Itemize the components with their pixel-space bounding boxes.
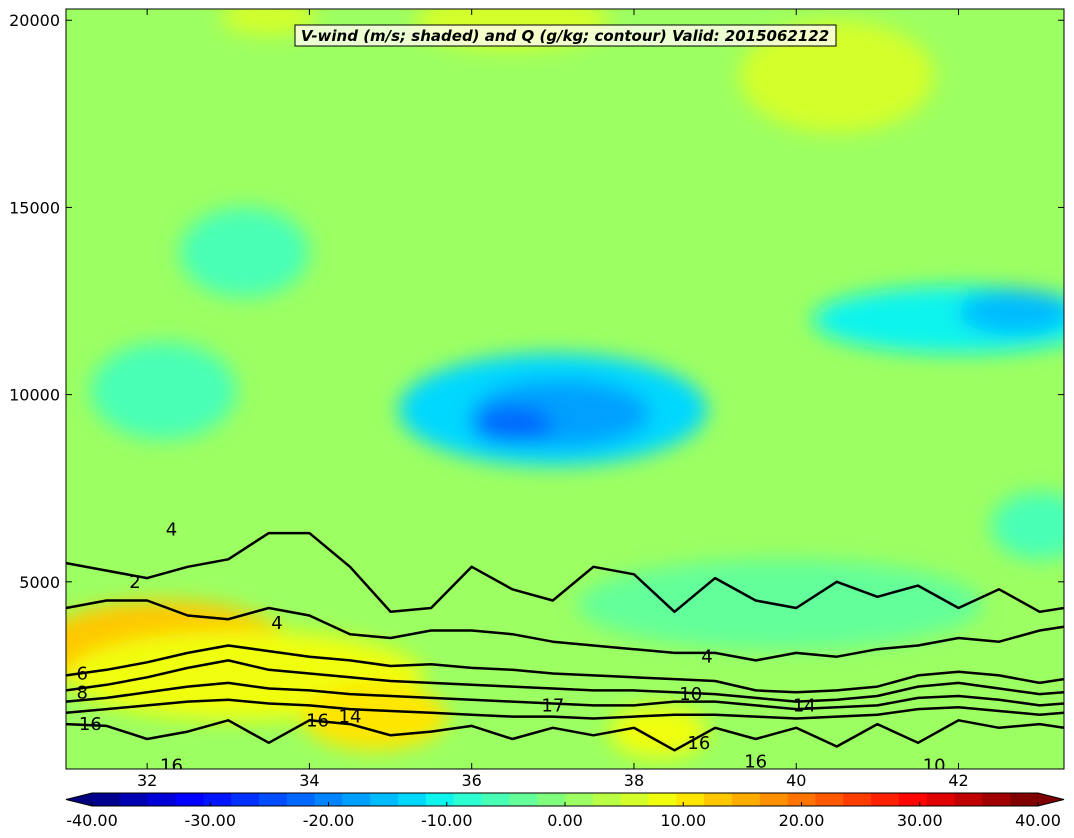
colorbar-swatch-9 [342, 793, 371, 806]
y-tick-label-20000: 20000 [9, 11, 60, 30]
contour-line-10 [66, 681, 1064, 711]
x-axis: 32 34 36 38 40 42 [137, 9, 969, 790]
colorbar-swatch-26 [815, 793, 844, 806]
y-tick-label-10000: 10000 [9, 386, 60, 405]
colorbar-tick-label-6: 20.00 [779, 811, 825, 830]
contour-label-extra-8: 10 [923, 755, 946, 776]
contour-label-extra-3: 17 [541, 695, 564, 716]
contour-label-16: 16 [79, 714, 102, 735]
colorbar-swatch-5 [231, 793, 260, 806]
contour-line-4 [66, 599, 1064, 662]
colorbar-swatch-2 [147, 793, 177, 806]
colorbar-tick-label-2: -20.00 [303, 811, 355, 830]
x-tick-label-34: 34 [299, 771, 319, 790]
x-tick-label-42: 42 [948, 771, 968, 790]
x-tick-label-38: 38 [624, 771, 644, 790]
colorbar-swatch-13 [453, 793, 483, 806]
colorbar-swatch-32 [982, 793, 1011, 806]
contour-line-16 [66, 719, 1064, 752]
contour-label-10: 10 [679, 684, 702, 705]
x-tick-label-40: 40 [786, 771, 806, 790]
colorbar-swatch-17 [565, 793, 594, 806]
colorbar-swatch-16 [537, 793, 566, 806]
shading-feature-2 [471, 405, 553, 444]
contour-label-extra-6: 16 [160, 755, 183, 776]
colorbar-swatch-21 [676, 793, 705, 806]
contour-line-8 [66, 659, 1064, 703]
contour-label-extra-5: 16 [687, 733, 710, 754]
contour-label-6: 6 [77, 664, 88, 685]
colorbar-swatch-33 [1010, 793, 1039, 806]
y-tick-label-15000: 15000 [9, 198, 60, 217]
colorbar-swatch-11 [398, 793, 427, 806]
colorbar-swatch-19 [620, 793, 650, 806]
plot-frame [65, 8, 1065, 770]
colorbar-swatch-14 [481, 793, 510, 806]
colorbar-swatch-31 [954, 793, 983, 806]
contour-label-extra-2: 16 [306, 710, 329, 731]
colorbar-swatch-22 [704, 793, 733, 806]
colorbar-swatch-24 [759, 793, 789, 806]
shading-feature-12 [220, 9, 318, 36]
colorbar-swatch-25 [787, 793, 817, 806]
contour-label-extra-0: 4 [166, 519, 177, 540]
colorbar-swatch-6 [258, 793, 288, 806]
colorbar-swatch-10 [370, 793, 399, 806]
colorbar-swatch-1 [119, 793, 149, 806]
colorbar-extend-min [66, 793, 92, 806]
colorbar-tick-label-7: 30.00 [897, 811, 943, 830]
colorbar: -40.00 -30.00 -20.00 -10.00 0.00 10.00 20.00 30… [65, 792, 1065, 830]
colorbar-swatch-7 [286, 793, 316, 806]
contour-line-14 [66, 698, 1064, 720]
shading-feature-5 [90, 342, 237, 440]
chart-title-group: V-wind (m/s; shaded) and Q (g/kg; contou… [294, 24, 837, 47]
contour-label-8: 8 [77, 682, 88, 703]
colorbar-swatch-30 [926, 793, 956, 806]
y-axis: 5000 10000 15000 20000 [9, 11, 1064, 592]
colorbar-swatch-20 [648, 793, 677, 806]
colorbar-swatch-4 [203, 793, 232, 806]
x-tick-label-36: 36 [462, 771, 482, 790]
contour-label-extra-1: 4 [701, 647, 712, 668]
contour-label-2: 2 [129, 572, 140, 593]
chart-title: V-wind (m/s; shaded) and Q (g/kg; contou… [301, 27, 829, 45]
x-tick-label-32: 32 [137, 771, 157, 790]
colorbar-extend-max [1038, 793, 1064, 806]
colorbar-tick-label-3: -10.00 [421, 811, 473, 830]
colorbar-tick-label-0: -40.00 [66, 811, 118, 830]
colorbar-swatch-18 [592, 793, 622, 806]
y-tick-label-5000: 5000 [19, 573, 60, 592]
colorbar-swatch-8 [314, 793, 344, 806]
contour-label-4: 4 [271, 613, 282, 634]
shading-feature-13 [739, 20, 935, 133]
colorbar-swatch-23 [731, 793, 761, 806]
colorbar-swatch-15 [509, 793, 538, 806]
contour-line-6 [66, 644, 1064, 694]
colorbar-swatch-12 [425, 793, 455, 806]
contour-label-extra-4: 14 [793, 695, 816, 716]
shading-feature-4 [958, 289, 1064, 335]
colorbar-swatch-29 [898, 793, 928, 806]
colorbar-tick-label-8: 40.00 [1015, 811, 1061, 830]
colorbar-swatch-28 [871, 793, 900, 806]
colorbar-tick-label-1: -30.00 [184, 811, 236, 830]
colorbar-swatch-27 [843, 793, 872, 806]
colorbar-tick-label-4: 0.00 [547, 811, 583, 830]
contour-label-extra-7: 16 [744, 752, 767, 773]
shading-feature-6 [179, 207, 310, 298]
shading-feature-15 [990, 491, 1064, 560]
colorbar-swatch-3 [175, 793, 204, 806]
colorbar-swatch-0 [92, 793, 121, 806]
colorbar-tick-label-5: 10.00 [660, 811, 706, 830]
chart-title-box [294, 24, 837, 47]
contour-line-2 [66, 531, 1064, 614]
